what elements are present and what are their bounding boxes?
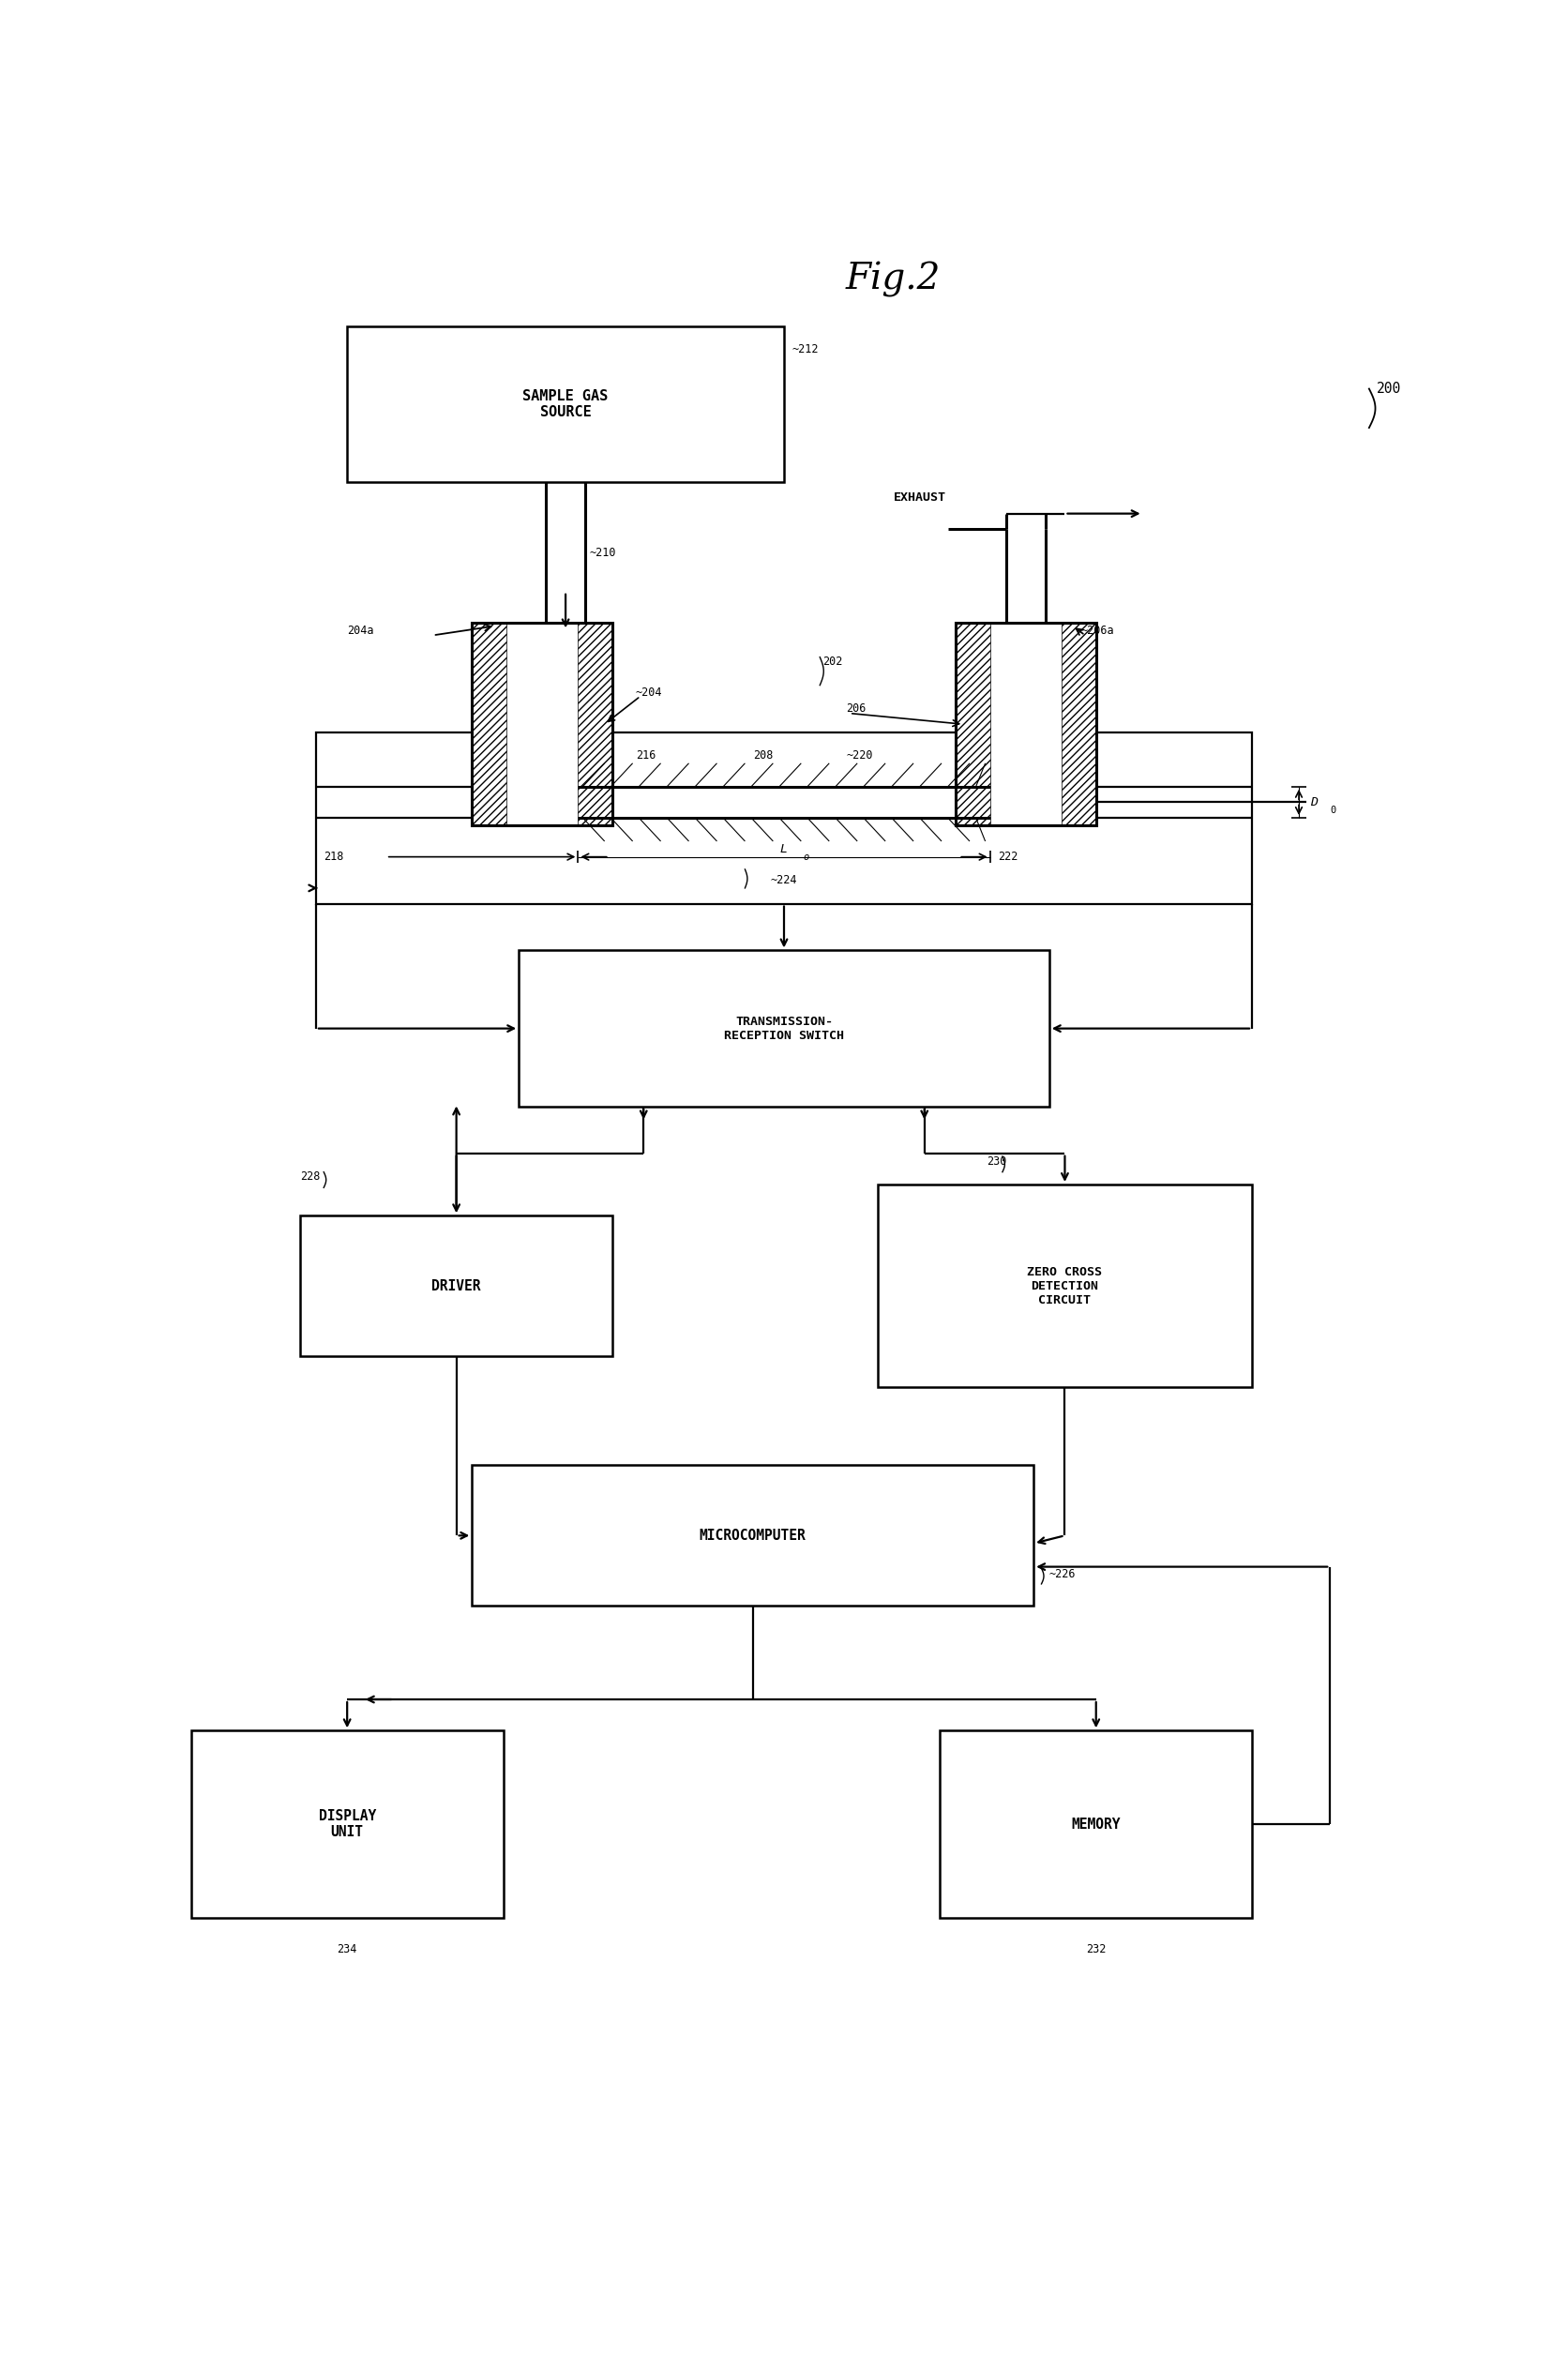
Bar [579,623,613,827]
Bar [941,1732,1253,1919]
Text: o: o [803,853,809,862]
Text: EXHAUST: EXHAUST [894,493,946,505]
Text: Fig.2: Fig.2 [845,261,941,298]
Text: ~226: ~226 [1049,1568,1076,1580]
Bar [191,1732,503,1919]
Text: 200: 200 [1377,381,1402,396]
Text: MEMORY: MEMORY [1071,1817,1121,1831]
Bar [878,1184,1253,1388]
Text: D: D [1309,796,1317,808]
Text: 204a: 204a [347,625,373,637]
Text: 216: 216 [635,749,655,760]
Text: ~206a: ~206a [1080,625,1113,637]
Bar [347,327,784,483]
Bar [472,1466,1033,1606]
Text: ~220: ~220 [847,749,873,760]
Text: DISPLAY
UNIT: DISPLAY UNIT [318,1810,376,1838]
Bar [301,1215,613,1355]
Text: 202: 202 [823,656,844,668]
Text: 208: 208 [753,749,773,760]
Text: DRIVER: DRIVER [431,1279,481,1293]
Text: 218: 218 [323,850,343,862]
Text: ~224: ~224 [770,874,798,886]
Bar [472,623,613,827]
Text: 232: 232 [1087,1943,1105,1954]
Bar [519,950,1049,1106]
Bar [315,732,1253,903]
Text: ~212: ~212 [792,344,818,355]
Bar [1062,623,1096,827]
Text: SAMPLE GAS
SOURCE: SAMPLE GAS SOURCE [522,389,608,419]
Text: 228: 228 [301,1170,320,1182]
Text: TRANSMISSION-
RECEPTION SWITCH: TRANSMISSION- RECEPTION SWITCH [724,1016,844,1042]
Text: 0: 0 [1330,805,1336,815]
Text: ZERO CROSS
DETECTION
CIRCUIT: ZERO CROSS DETECTION CIRCUIT [1027,1265,1102,1305]
Bar [955,623,989,827]
Text: 234: 234 [337,1943,358,1954]
Bar [955,623,1096,827]
Text: ~210: ~210 [590,547,616,559]
Bar [472,623,506,827]
Text: 230: 230 [986,1156,1007,1168]
Text: MICROCOMPUTER: MICROCOMPUTER [699,1528,806,1542]
Text: ~204: ~204 [635,687,663,699]
Text: 222: 222 [997,850,1018,862]
Text: 206: 206 [847,704,867,715]
Text: L: L [781,843,787,855]
